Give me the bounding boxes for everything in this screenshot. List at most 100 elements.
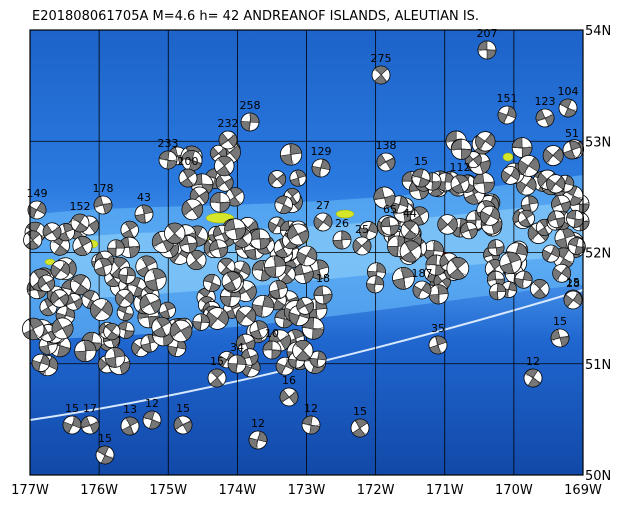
depth-label: 129 (311, 145, 332, 158)
ball-quadrant (173, 416, 193, 434)
ball-quadrant (550, 328, 570, 348)
beachball (262, 340, 282, 360)
ball-edge (274, 281, 280, 299)
ball-edge (271, 174, 285, 186)
depth-label: 275 (371, 52, 392, 65)
ball-quadrant (487, 239, 505, 256)
ball-quadrant (50, 291, 69, 306)
ball-quadrant (90, 300, 113, 319)
beachball (446, 257, 470, 280)
ball-edge (256, 431, 262, 449)
beachball (95, 445, 115, 465)
ball-edge (567, 216, 584, 220)
beachball (227, 354, 247, 374)
ball-edge (356, 419, 367, 435)
ball-quadrant (240, 112, 260, 132)
beachball (107, 239, 125, 257)
ball-edge (209, 372, 222, 386)
depth-label: 26 (335, 217, 349, 230)
beachball (74, 339, 97, 363)
beachball (70, 213, 90, 233)
ball-edge (93, 300, 107, 317)
ball-quadrant (235, 308, 257, 325)
ball-quadrant (118, 266, 136, 284)
ball-quadrant (264, 255, 287, 278)
ball-edge (294, 345, 309, 359)
beachball (116, 304, 134, 321)
beachball (287, 223, 310, 246)
beachball (289, 169, 307, 187)
depth-label: 25 (355, 223, 369, 236)
ball-quadrant (552, 265, 571, 281)
beachball (371, 65, 391, 85)
depth-label: 44 (403, 207, 417, 220)
beachball (332, 230, 352, 250)
ball-quadrant (144, 268, 167, 291)
beachball (380, 216, 400, 236)
beachball (221, 271, 242, 292)
depth-label: 15 (65, 402, 79, 415)
ball-edge (263, 348, 281, 353)
beachball (251, 294, 275, 318)
ball-edge (241, 309, 254, 325)
ball-quadrant (224, 218, 246, 240)
beachball (489, 283, 507, 301)
beachball (217, 257, 236, 276)
ball-edge (413, 209, 423, 225)
ball-quadrant (72, 213, 88, 233)
ball-edge (220, 133, 234, 145)
depth-label: 10 (265, 327, 279, 340)
lon-label: 177W (11, 483, 49, 498)
ball-edge (261, 296, 267, 317)
ball-edge (436, 336, 443, 353)
ball-edge (198, 314, 203, 330)
beachball (72, 235, 93, 257)
beachball (268, 280, 288, 300)
depth-label: 112 (450, 161, 471, 174)
ball-quadrant (460, 222, 478, 239)
ball-quadrant (313, 214, 333, 230)
ball-quadrant (542, 245, 560, 262)
ball-quadrant (80, 416, 100, 434)
beachball (279, 387, 299, 407)
ball-edge (106, 325, 119, 336)
ball-quadrant (437, 217, 458, 232)
ball-edge (524, 158, 536, 176)
beachball (541, 244, 560, 263)
ball-quadrant (51, 318, 74, 338)
ball-edge (412, 176, 429, 183)
ball-quadrant (563, 292, 583, 308)
ball-edge (289, 144, 295, 165)
ball-edge (399, 268, 406, 289)
ball-edge (225, 227, 246, 234)
depth-label: 16 (282, 374, 296, 387)
ball-quadrant (402, 220, 418, 240)
beachball (517, 154, 540, 177)
beachball (50, 260, 71, 280)
ball-edge (357, 240, 370, 254)
ball-quadrant (294, 340, 311, 362)
ball-edge (81, 420, 98, 428)
ball-edge (118, 308, 133, 315)
lon-label: 170W (495, 483, 533, 498)
beachball (209, 192, 231, 213)
ball-quadrant (535, 109, 555, 127)
ball-edge (143, 418, 160, 425)
beachball (535, 108, 555, 128)
ball-edge (304, 248, 313, 266)
ball-quadrant (37, 276, 55, 291)
ball-edge (404, 223, 418, 235)
ball-edge (461, 228, 477, 235)
ball-quadrant (121, 416, 139, 436)
beachball (479, 205, 500, 226)
lon-label: 173W (288, 483, 326, 498)
ball-quadrant (497, 106, 517, 124)
ball-edge (507, 282, 513, 298)
ball-quadrant (209, 239, 228, 258)
ball-quadrant (563, 140, 581, 160)
beachball (292, 340, 314, 362)
beachball (562, 140, 582, 160)
ball-edge (271, 256, 277, 278)
beachball (376, 152, 396, 172)
beachball (472, 172, 495, 194)
